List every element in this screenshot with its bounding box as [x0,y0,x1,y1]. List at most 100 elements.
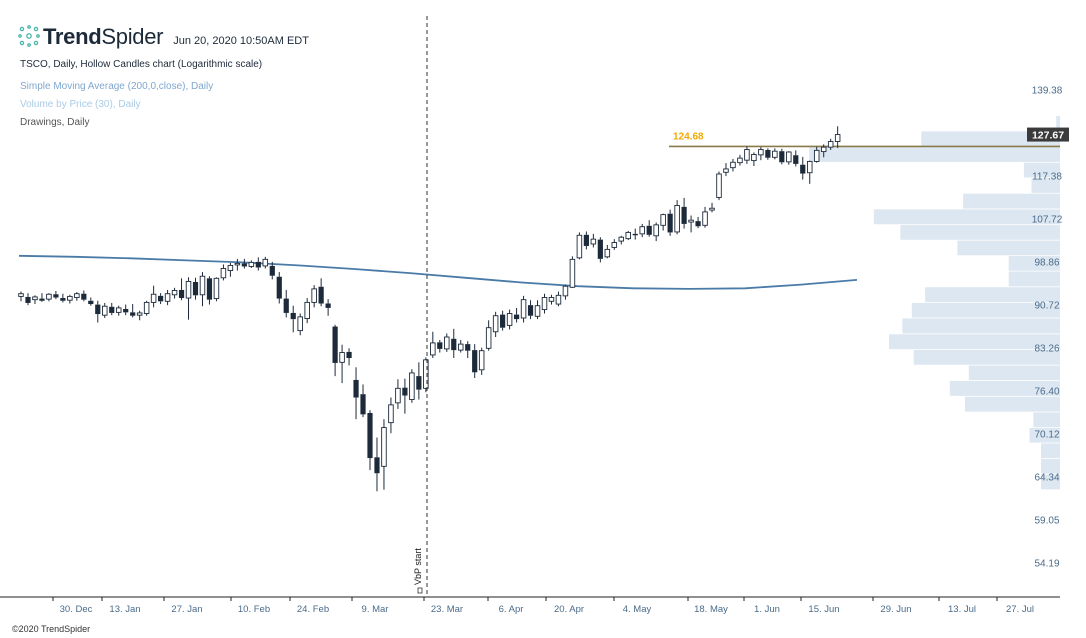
candle-body [806,160,813,174]
candle-down [500,310,506,331]
candle-up [548,294,555,305]
vbp-bar [949,381,1060,396]
x-tick-label: 23. Mar [431,604,463,615]
candle-body [444,336,450,350]
candle-down [318,278,324,307]
y-tick-label: 64.34 [1034,473,1059,484]
y-tick-label: 83.26 [1034,344,1059,355]
vbp-bar [809,147,1060,162]
candle-up [67,294,73,304]
candle-up [723,163,729,177]
candle-body [423,359,429,389]
x-tick-label: 29. Jun [880,604,911,615]
candle-body [304,301,310,320]
candle-body [541,297,548,311]
candle-up [813,146,820,163]
axes-layer: 30. Dec 13. Jan 27. Jan 10. Feb 24. Feb 9. Ma… [0,86,1063,615]
candle-body [115,307,122,313]
x-tick-label: 30. Dec [60,604,93,615]
candle-body [688,219,694,223]
candle-body [213,277,220,300]
volume-by-price-layer [809,115,1060,490]
candle-body [318,286,324,304]
x-tick-label: 9. Mar [362,604,389,615]
candle-down [53,291,59,300]
candle-body [702,211,708,226]
candle-up [688,215,694,233]
y-tick-label: 139.38 [1032,86,1063,97]
candle-down [472,344,478,379]
candle-down [332,324,338,377]
indicator-vbp-label[interactable]: Volume by Price (30), Daily [20,99,141,110]
candle-body [164,293,171,302]
candle-body [409,372,415,400]
x-tick-label: 13. Jan [109,604,140,615]
candle-down [109,302,115,316]
x-tick-label: 27. Jan [171,604,202,615]
y-tick-label: 98.86 [1034,258,1059,269]
drawings-label[interactable]: Drawings, Daily [20,117,90,128]
candle-down [695,216,701,229]
brand-name-light: Spider [101,24,164,49]
candle-body [95,304,101,315]
candle-body [367,413,373,459]
candle-body [227,264,234,271]
x-tick-label: 27. Jul [1006,604,1034,615]
candle-down [451,328,457,359]
candle-up [485,320,492,351]
candle-down [681,197,687,229]
candle-body [786,151,792,163]
candle-body [395,387,401,404]
candle-down [527,300,534,320]
candle-body [827,141,834,148]
candle-down [81,290,87,302]
candle-up [234,258,241,271]
candle-down [346,348,352,366]
candle-body [185,281,192,299]
vbp-start-handle-icon [417,587,423,594]
candle-body [569,258,576,288]
candle-body [465,344,471,351]
candle-down [269,261,275,280]
indicator-sma-label[interactable]: Simple Moving Average (200,0,close), Dai… [20,81,214,92]
vbp-bar [1041,458,1060,474]
candle-body [158,295,164,302]
last-price-tag [1027,127,1069,142]
candle-down [367,410,373,471]
candle-body [618,236,625,242]
candle-body [457,343,464,351]
candle-up [395,379,401,409]
candle-down [283,289,289,318]
candle-body [723,168,729,173]
candle-body [388,404,394,424]
candle-body [709,207,715,211]
candle-up [115,305,122,316]
candle-body [597,239,603,259]
candle-down [646,220,652,237]
y-tick-label: 107.72 [1032,215,1063,226]
chart-title[interactable]: TSCO, Daily, Hollow Candles chart (Logar… [20,59,263,70]
candle-body [60,298,66,301]
candle-up [674,200,680,235]
candle-body [513,314,520,320]
candle-body [478,350,485,371]
candle-up [213,277,220,302]
candle-down [192,277,199,300]
candle-body [604,248,611,258]
candle-body [290,312,296,320]
candle-down [276,272,282,304]
candle-body [527,305,534,316]
candle-up [730,158,736,172]
candle-down [178,278,185,301]
candle-body [248,261,255,267]
candle-down [158,293,164,305]
candle-body [660,214,666,226]
vbp-bar [1031,178,1060,193]
candle-body [716,173,722,198]
x-tick-label: 10. Feb [238,604,270,615]
candle-body [520,299,527,319]
vbp-bar [902,318,1060,334]
candle-up [304,298,310,324]
candle-down [25,293,31,306]
